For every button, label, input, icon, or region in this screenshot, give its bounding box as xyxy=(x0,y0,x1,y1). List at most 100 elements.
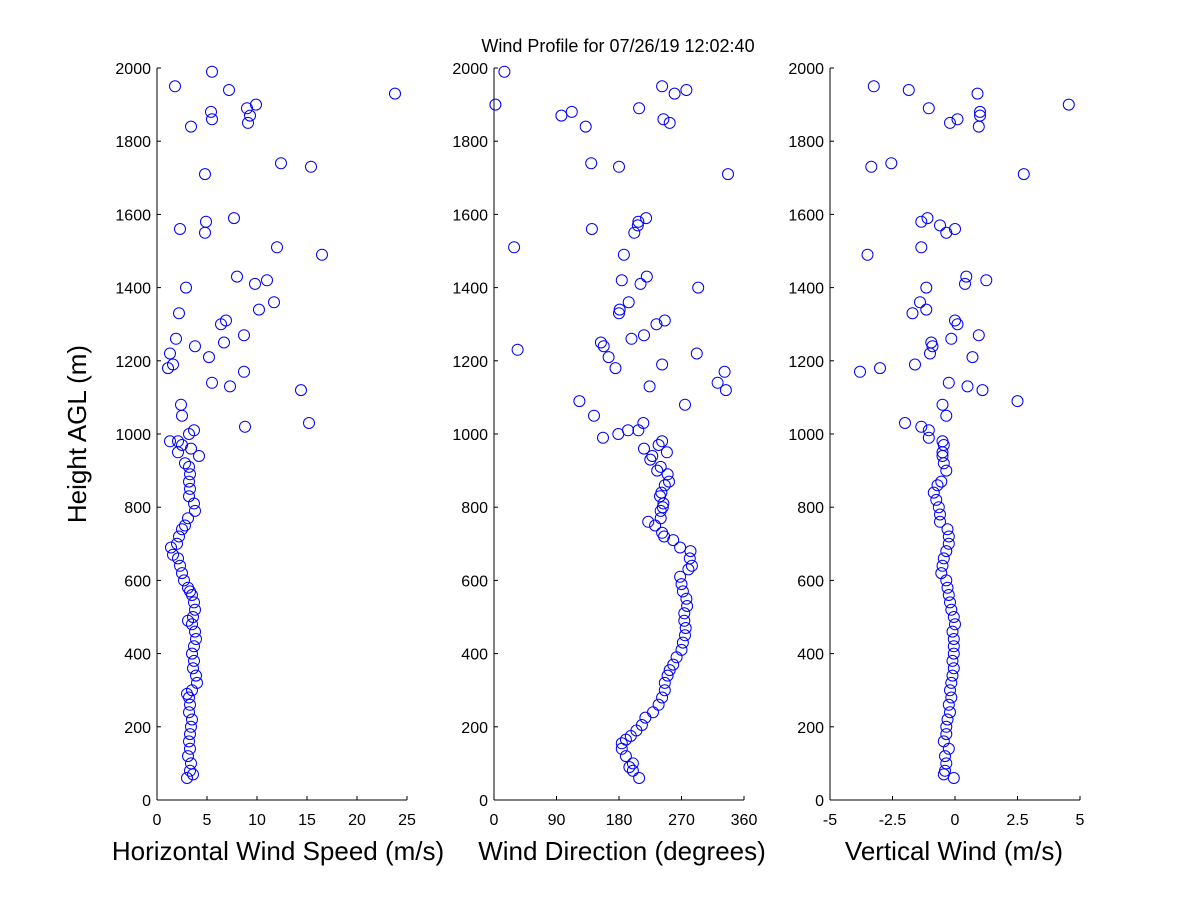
vertical-data-point xyxy=(885,157,898,170)
speed-data-point xyxy=(200,215,212,228)
vertical-data-point xyxy=(915,420,928,433)
speed-data-point xyxy=(185,757,197,770)
y-tick-label: 200 xyxy=(461,720,488,737)
speed-data-point xyxy=(182,512,194,525)
direction-data-point xyxy=(585,223,598,235)
vertical-data-point xyxy=(945,691,958,704)
speed-data-point xyxy=(167,548,179,561)
vertical-data-point xyxy=(1017,168,1030,181)
speed-data-point xyxy=(179,519,191,532)
direction-data-point xyxy=(511,343,524,356)
speed-data-point xyxy=(190,633,202,645)
vertical-data-point xyxy=(946,654,959,667)
y-tick-label: 1000 xyxy=(115,427,151,444)
y-tick-label: 1000 xyxy=(788,427,824,444)
speed-data-point xyxy=(305,160,317,173)
speed-data-point xyxy=(183,460,195,473)
speed-data-point xyxy=(188,654,200,667)
speed-data-point xyxy=(238,329,250,342)
direction-data-point xyxy=(674,541,687,554)
vertical-data-point xyxy=(947,640,960,653)
direction-data-point xyxy=(640,212,653,225)
speed-data-point xyxy=(186,618,198,631)
speed-data-point xyxy=(268,296,280,309)
vertical-data-point xyxy=(914,296,926,309)
direction-data-point xyxy=(719,384,732,397)
direction-data-point xyxy=(602,351,615,364)
vertical-data-point xyxy=(927,486,940,499)
direction-data-point xyxy=(656,80,669,93)
vertical-data-point xyxy=(945,603,958,616)
speed-data-point xyxy=(175,398,187,411)
vertical-data-point xyxy=(942,530,955,543)
vertical-data-point xyxy=(944,116,956,129)
speed-data-point xyxy=(184,742,196,755)
speed-data-point xyxy=(165,541,177,554)
direction-data-point xyxy=(579,120,592,133)
vertical-data-point xyxy=(867,80,880,93)
direction-data-point xyxy=(656,501,669,514)
speed-data-point xyxy=(231,270,243,283)
direction-data-point xyxy=(635,719,648,731)
speed-data-point xyxy=(183,475,195,488)
speed-data-point xyxy=(239,420,251,433)
direction-data-point xyxy=(663,475,675,488)
direction-data-point xyxy=(628,226,641,239)
direction-data-point xyxy=(722,168,734,181)
vertical-data-point xyxy=(947,662,960,675)
direction-data-point xyxy=(626,764,639,777)
speed-data-point xyxy=(189,340,201,353)
y-tick-label: 1600 xyxy=(115,207,151,224)
y-tick-label: 600 xyxy=(797,573,824,590)
vertical-data-point xyxy=(944,706,956,719)
speed-data-point xyxy=(184,698,196,711)
panel-vertical-wind: 0 200 400 600 800 1000 1200 1400 1600 1800 2000 -5 -… xyxy=(788,61,1084,829)
speed-data-point xyxy=(169,80,181,93)
vertical-data-point xyxy=(902,84,915,96)
speed-data-point xyxy=(181,772,193,784)
direction-data-point xyxy=(651,464,664,477)
speed-data-point xyxy=(184,764,196,777)
direction-data-point xyxy=(638,329,650,342)
direction-data-point xyxy=(656,691,669,704)
vertical-data-point xyxy=(940,409,953,422)
vertical-data-point xyxy=(940,545,953,558)
speed-data-point xyxy=(184,728,196,741)
vertical-data-point xyxy=(949,223,961,235)
y-tick-label: 2000 xyxy=(788,61,824,78)
direction-data-point xyxy=(656,435,669,448)
direction-data-point xyxy=(668,87,681,100)
vertical-data-point xyxy=(941,581,954,594)
direction-data-point xyxy=(613,160,625,173)
direction-data-point xyxy=(489,98,502,111)
vertical-data-point xyxy=(972,329,985,342)
vertical-data-point xyxy=(940,728,953,741)
y-axis-label: Height AGL (m) xyxy=(62,345,92,523)
vertical-data-point xyxy=(942,698,955,711)
vertical-data-point xyxy=(941,713,954,726)
speed-data-point xyxy=(167,358,179,371)
y-tick-label: 800 xyxy=(124,500,151,517)
vertical-data-point xyxy=(980,274,993,287)
speed-data-point xyxy=(189,504,201,517)
x-tick-label: 2.5 xyxy=(1006,812,1028,829)
direction-data-point xyxy=(661,669,674,682)
vertical-data-point xyxy=(934,508,946,521)
speed-data-point xyxy=(215,318,227,331)
y-tick-label: 400 xyxy=(124,647,151,664)
speed-data-point xyxy=(187,662,199,675)
vertical-data-point xyxy=(939,750,951,763)
direction-data-point xyxy=(594,336,607,349)
panel-horizontal-wind-speed: 0 200 400 600 800 1000 1200 1400 1600 1800 2000 0 5 1… xyxy=(115,61,416,829)
y-tick-label: 600 xyxy=(461,573,488,590)
direction-data-point xyxy=(623,761,636,774)
y-tick-label: 1600 xyxy=(788,207,824,224)
y-tick-label: 1200 xyxy=(788,354,824,371)
direction-data-point xyxy=(633,772,646,784)
vertical-data-point xyxy=(940,226,953,239)
speed-data-point xyxy=(261,274,273,287)
speed-data-point xyxy=(176,439,188,451)
direction-data-point xyxy=(609,362,622,375)
direction-data-point xyxy=(658,684,671,697)
